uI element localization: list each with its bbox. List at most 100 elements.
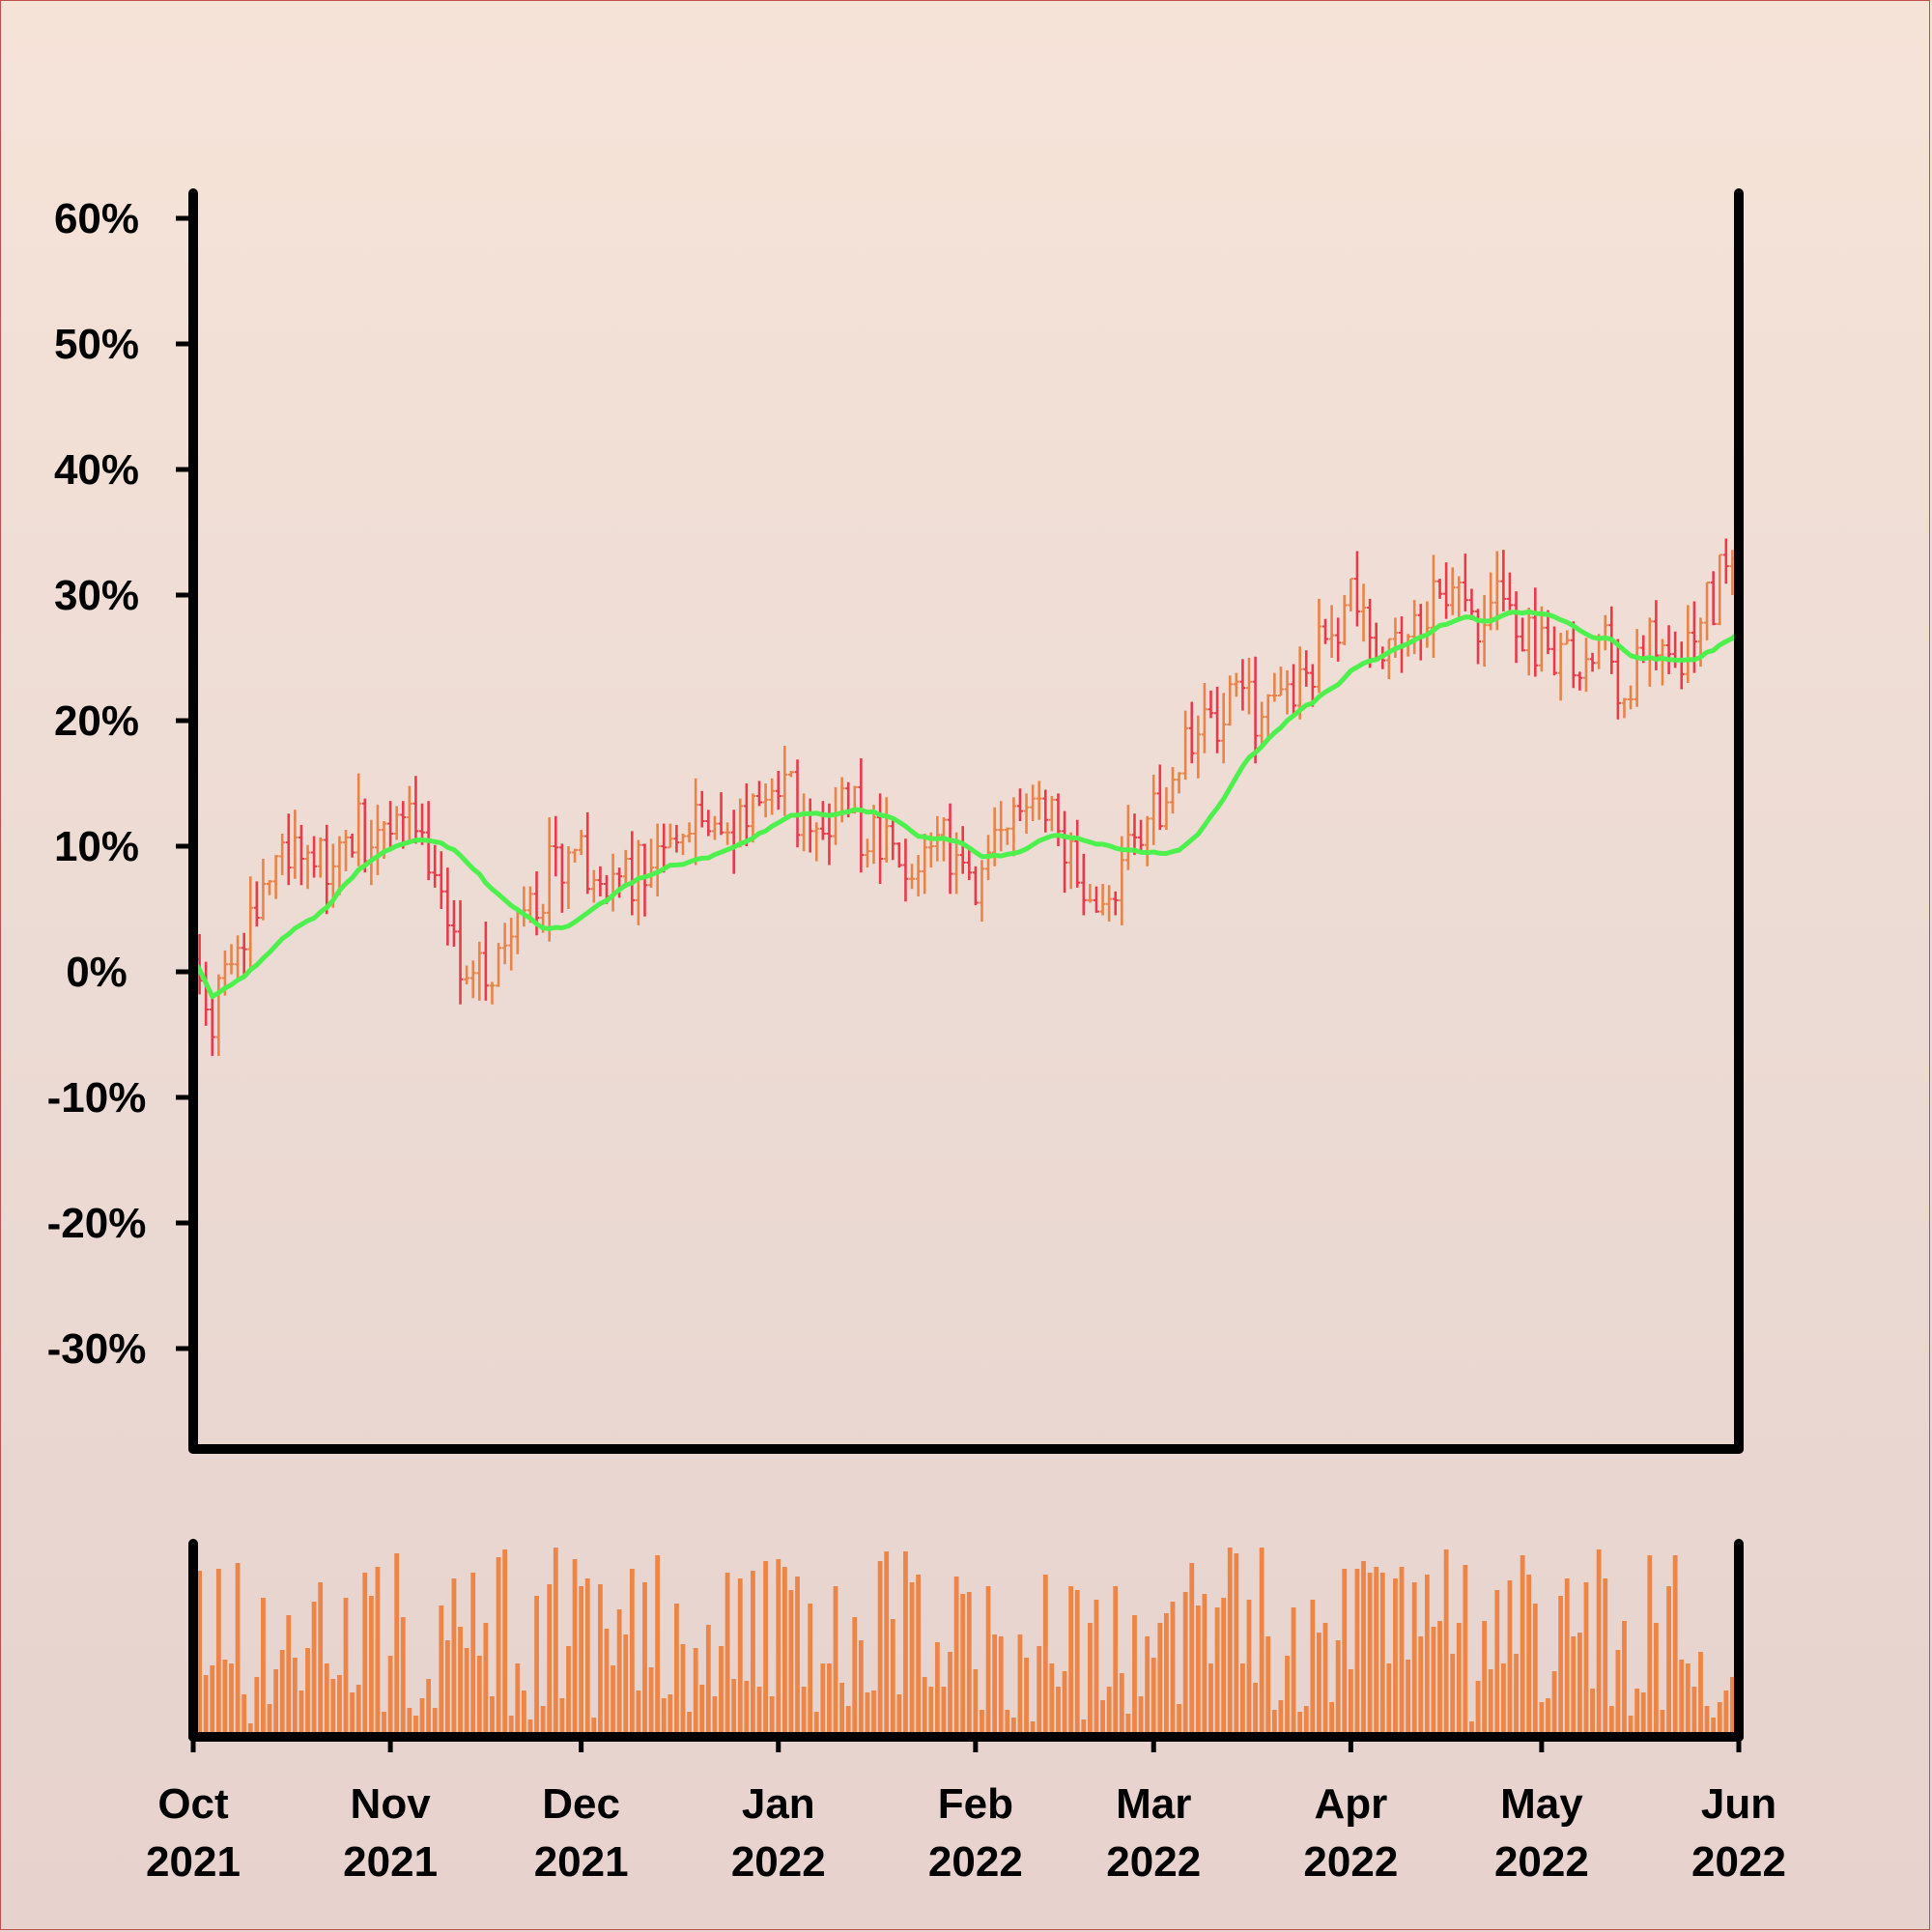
ohlc-bar <box>679 834 686 856</box>
ohlc-bar <box>1080 853 1087 916</box>
volume-bar <box>1074 1590 1080 1737</box>
ohlc-bar <box>686 822 693 843</box>
volume-bar <box>1723 1690 1729 1737</box>
ohlc-bar <box>1188 701 1195 764</box>
volume-bar <box>1342 1569 1348 1737</box>
ohlc-bar <box>1628 685 1634 710</box>
volume-bar <box>254 1677 260 1737</box>
volume-bar <box>1532 1604 1538 1737</box>
volume-bar <box>1577 1633 1582 1737</box>
x-axis-ticks: Oct 2021 Nov 2021 Dec 2021 Jan 2022 Feb 2022 Mar 20… <box>146 1737 1786 1886</box>
volume-bar <box>1666 1586 1671 1737</box>
volume-bar <box>508 1716 514 1737</box>
ohlc-bar <box>508 918 515 971</box>
volume-bar <box>458 1627 463 1737</box>
x-tick-year-label: 2021 <box>534 1838 629 1886</box>
volume-bar <box>1571 1636 1577 1737</box>
ohlc-bar <box>966 846 973 881</box>
ohlc-bar <box>1373 622 1379 660</box>
x-tick-month-label: Jan <box>742 1780 815 1828</box>
ohlc-bar <box>1722 538 1729 584</box>
volume-bar <box>1717 1702 1722 1737</box>
volume-bar <box>1469 1721 1474 1737</box>
volume-bar <box>1546 1698 1550 1737</box>
volume-bar <box>502 1549 508 1737</box>
ohlc-bar <box>203 961 210 1026</box>
ohlc-bar <box>1621 697 1628 719</box>
ohlc-bar <box>565 846 572 909</box>
volume-bar <box>1539 1702 1545 1737</box>
ohlc-bar <box>1151 774 1157 845</box>
ohlc-bar <box>864 838 870 868</box>
volume-bar <box>1246 1600 1252 1737</box>
ohlc-bar <box>1417 604 1424 661</box>
volume-bar <box>1354 1569 1360 1737</box>
volume-bar <box>1068 1586 1074 1737</box>
ohlc-bar <box>1430 554 1436 658</box>
ohlc-bar <box>787 771 794 778</box>
volume-bar <box>731 1679 737 1737</box>
ohlc-bar <box>1348 578 1354 611</box>
ohlc-bar <box>1678 641 1685 690</box>
volume-bar <box>801 1687 807 1737</box>
volume-bar <box>833 1586 838 1737</box>
volume-bar <box>693 1648 698 1737</box>
ohlc-bar <box>1124 805 1131 870</box>
volume-bar <box>1005 1710 1010 1737</box>
ohlc-bar <box>807 798 813 853</box>
volume-bar <box>566 1646 571 1737</box>
ohlc-bar <box>718 792 724 836</box>
volume-bar <box>1259 1548 1264 1737</box>
volume-bar <box>1450 1654 1456 1737</box>
ohlc-bar <box>1291 664 1297 716</box>
ohlc-bar <box>769 778 776 815</box>
volume-bar <box>1685 1663 1690 1737</box>
volume-bar <box>871 1690 876 1737</box>
volume-bar <box>916 1575 922 1737</box>
volume-bar <box>229 1663 234 1737</box>
ohlc-bar <box>743 783 750 846</box>
volume-bar <box>1647 1555 1653 1737</box>
volume-bar <box>350 1692 355 1737</box>
ohlc-bar <box>1520 617 1526 652</box>
volume-bar <box>998 1636 1004 1737</box>
volume-bar <box>439 1605 444 1737</box>
ohlc-bar <box>260 859 267 921</box>
ohlc-bar <box>629 831 636 916</box>
x-tick-year-label: 2021 <box>146 1838 241 1886</box>
volume-bar <box>865 1692 870 1737</box>
volume-bar <box>1475 1681 1481 1737</box>
volume-bar <box>1240 1663 1245 1737</box>
ohlc-bar <box>1284 670 1291 715</box>
ohlc-bar <box>730 810 737 874</box>
volume-bar <box>751 1571 755 1737</box>
ohlc-bar <box>374 805 381 875</box>
volume-bar <box>490 1696 495 1737</box>
ohlc-bar <box>1570 621 1577 689</box>
ohlc-bar <box>400 801 407 849</box>
volume-bar <box>845 1706 851 1737</box>
ohlc-bar <box>235 935 242 982</box>
ohlc-bar <box>444 867 451 946</box>
volume-bar <box>776 1559 781 1737</box>
volume-bar <box>1106 1687 1112 1737</box>
volume-bars <box>190 1548 1742 1737</box>
x-tick-month-label: May <box>1500 1780 1583 1828</box>
volume-bar <box>547 1584 553 1737</box>
volume-bar <box>1335 1640 1341 1737</box>
y-tick-label: 40% <box>54 446 139 494</box>
ohlc-bar <box>972 866 979 906</box>
volume-bar <box>781 1567 787 1737</box>
ohlc-bar <box>890 818 896 861</box>
ohlc-bar <box>858 758 865 873</box>
y-tick-label: 30% <box>54 572 139 619</box>
volume-bar <box>1285 1656 1290 1737</box>
volume-bar <box>1411 1582 1417 1737</box>
ohlc-bars <box>190 528 1742 1057</box>
ohlc-bar <box>902 838 909 902</box>
volume-bar <box>464 1648 469 1737</box>
ohlc-bar <box>1233 672 1239 697</box>
volume-bar <box>1081 1719 1087 1737</box>
volume-bar <box>1100 1700 1105 1737</box>
